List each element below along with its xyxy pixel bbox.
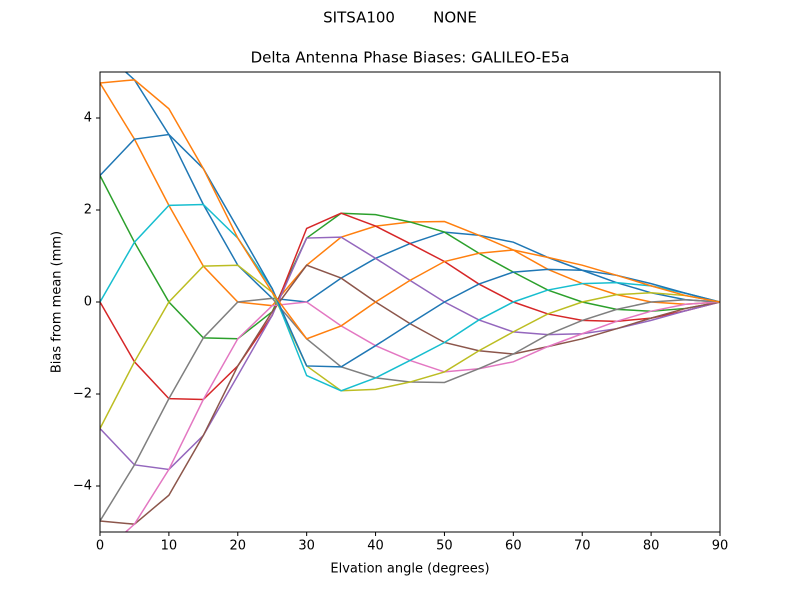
x-tick-label: 90 xyxy=(712,539,729,554)
plot-area xyxy=(100,72,720,532)
y-tick-label: 4 xyxy=(84,111,92,126)
x-tick-label: 30 xyxy=(298,539,315,554)
x-tick-label: 60 xyxy=(505,539,522,554)
x-tick-label: 70 xyxy=(574,539,591,554)
y-tick-label: −4 xyxy=(73,479,92,494)
series-line xyxy=(100,264,720,429)
x-tick-label: 80 xyxy=(643,539,660,554)
chart-title: Delta Antenna Phase Biases: GALILEO-E5a xyxy=(251,49,570,67)
y-tick-label: 0 xyxy=(84,295,92,310)
x-tick-label: 10 xyxy=(161,539,178,554)
x-tick-label: 40 xyxy=(367,539,384,554)
series-line xyxy=(100,79,720,340)
x-axis-label: Elvation angle (degrees) xyxy=(330,562,489,577)
y-tick-label: −2 xyxy=(73,387,92,402)
suptitle: SITSA100 NONE xyxy=(323,9,477,27)
y-axis-label: Bias from mean (mm) xyxy=(50,231,65,373)
x-tick-label: 0 xyxy=(96,539,104,554)
series-line xyxy=(100,203,720,392)
x-tick-label: 50 xyxy=(436,539,453,554)
y-tick-label: 2 xyxy=(84,203,92,218)
x-tick-label: 20 xyxy=(230,539,247,554)
